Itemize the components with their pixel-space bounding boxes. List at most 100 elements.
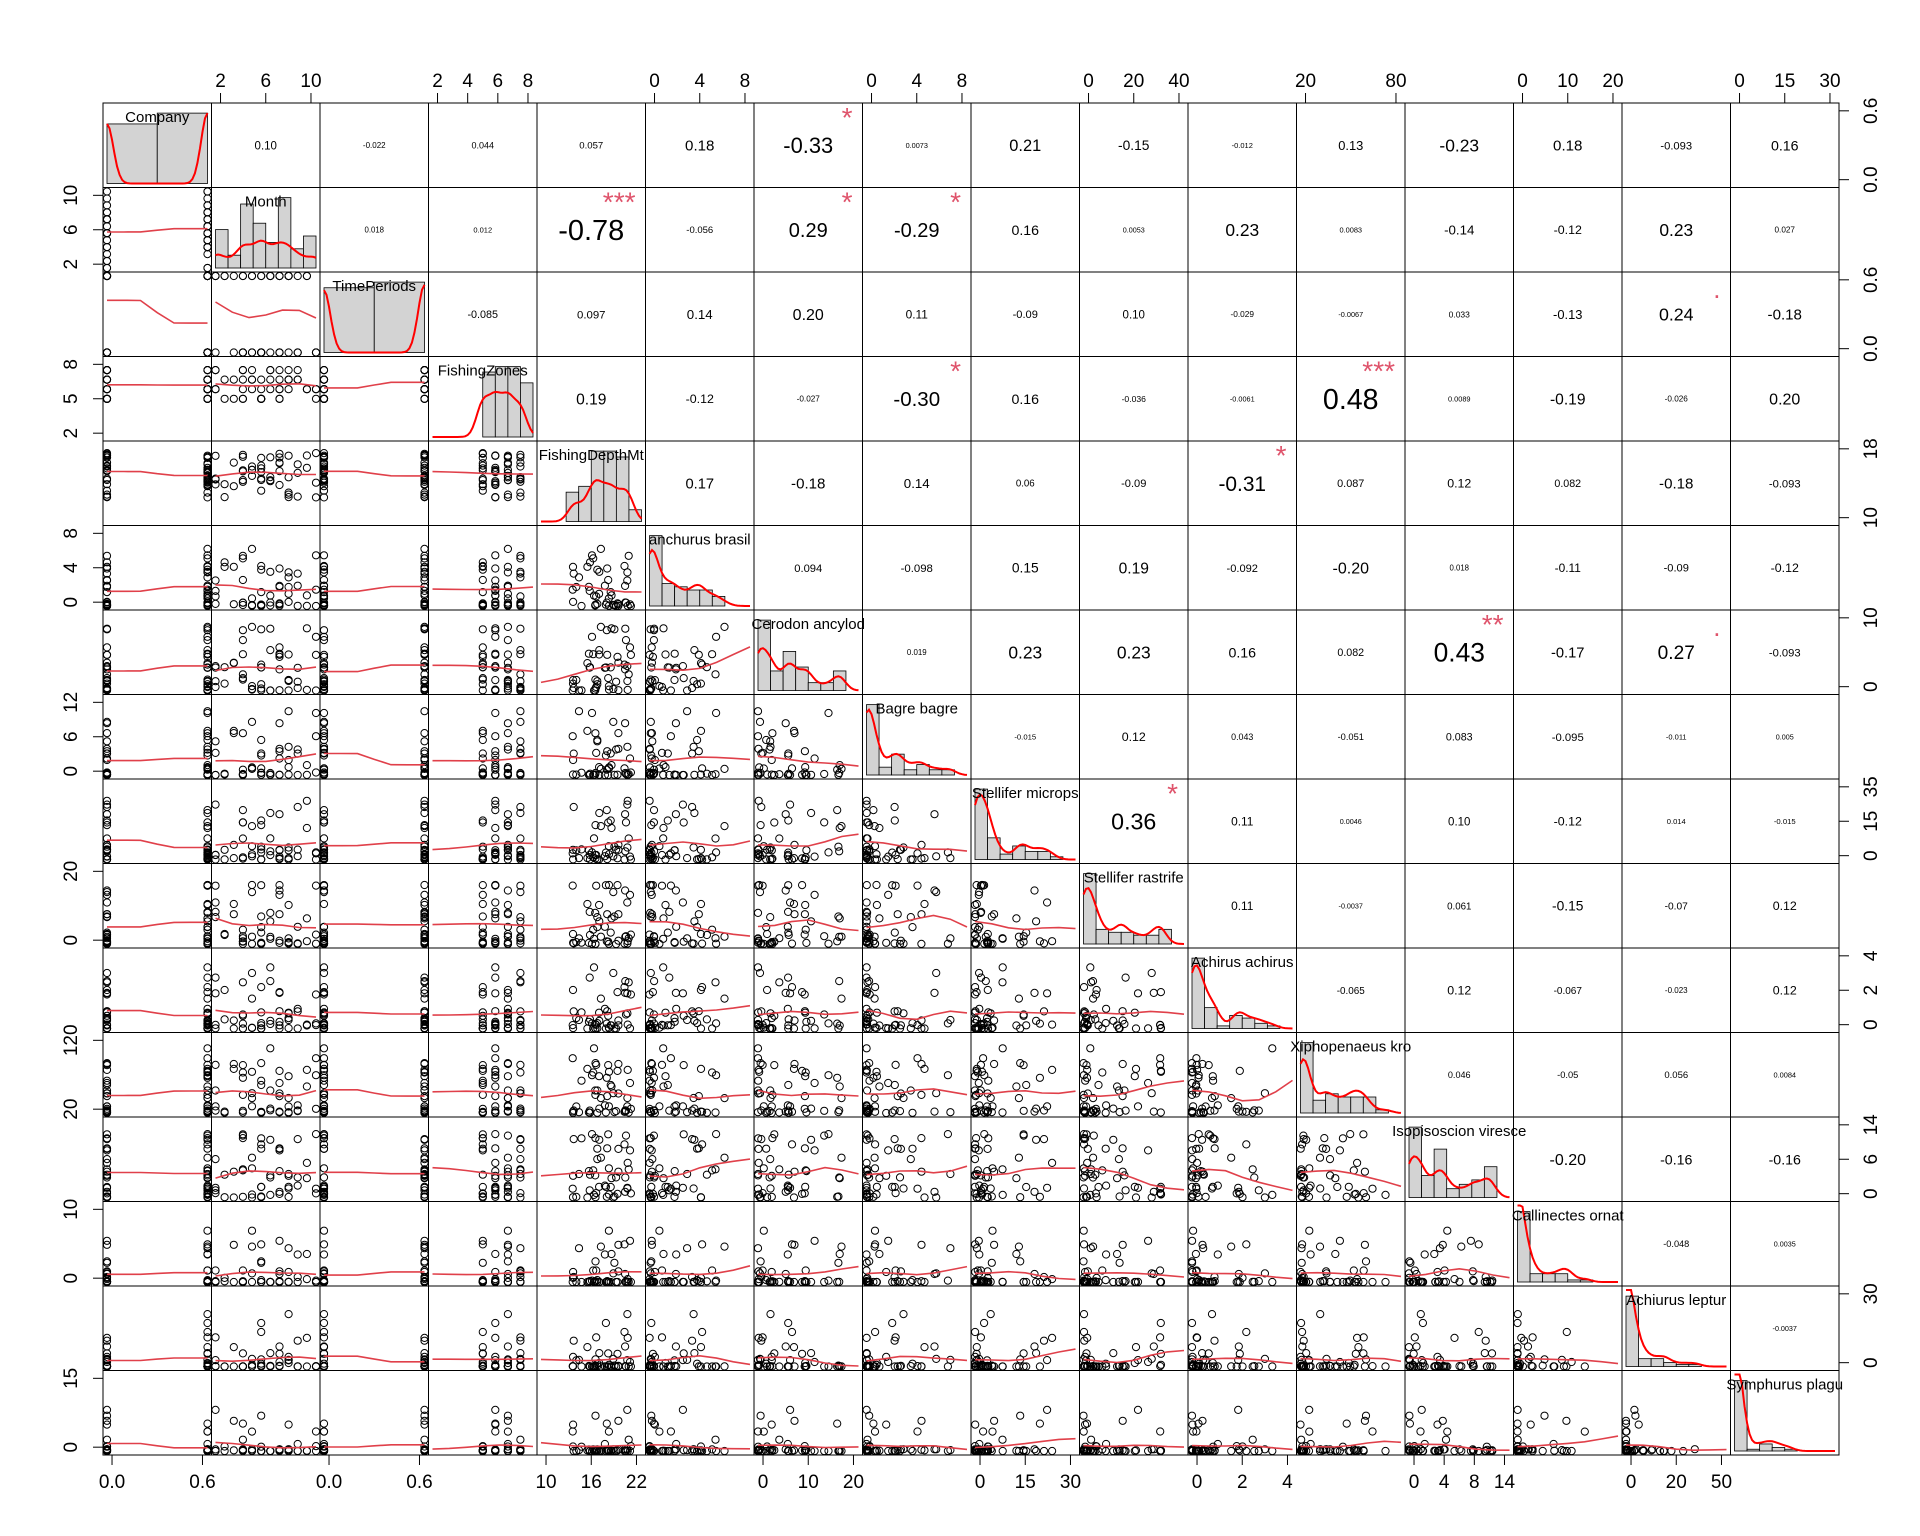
scatter-point — [872, 880, 881, 890]
scatter-point — [824, 1130, 833, 1139]
panel-r4-c4: FishingZones — [428, 356, 538, 442]
scatter-point — [293, 460, 302, 469]
scatter-point — [319, 585, 329, 594]
panel-r12-c5 — [536, 1032, 646, 1118]
scatter-point — [781, 886, 790, 895]
scatter-point — [319, 834, 329, 843]
scatter-point — [862, 898, 871, 907]
scatter-point — [585, 973, 594, 982]
scatter-point — [595, 808, 604, 818]
scatter-point — [516, 802, 525, 812]
scatter-point — [478, 453, 487, 462]
smoother-line — [215, 842, 317, 847]
scatter-point — [247, 348, 257, 357]
scatter-point — [478, 735, 487, 745]
scatter-point — [247, 465, 257, 474]
scatter-point — [203, 983, 212, 992]
scatter-point — [503, 745, 512, 754]
scatter-point — [604, 880, 614, 890]
scatter-point — [1149, 988, 1158, 998]
panel-r8-c1 — [102, 694, 212, 780]
scatter-point — [420, 729, 429, 738]
scatter-point — [284, 675, 293, 685]
scatter-point — [229, 1059, 238, 1069]
histogram-bar — [1204, 1007, 1218, 1029]
panel-frame — [970, 1032, 1080, 1118]
scatter-point — [491, 576, 500, 585]
scatter-point — [257, 735, 266, 745]
scatter-point — [670, 1167, 679, 1176]
scatter-point — [102, 665, 112, 674]
scatter-point — [478, 749, 487, 758]
scatter-point — [1191, 1249, 1201, 1259]
scatter-point — [247, 717, 257, 727]
scatter-point — [238, 650, 247, 659]
scatter-point — [784, 973, 793, 982]
scatter-point — [670, 770, 679, 779]
panel-r13-c2 — [211, 1116, 321, 1202]
panel-r14-c4 — [428, 1201, 538, 1287]
smoother-line — [324, 664, 425, 673]
scatter-point — [319, 385, 329, 394]
scatter-point — [798, 770, 807, 779]
scatter-point — [503, 810, 512, 819]
scatter-point — [503, 658, 512, 667]
histogram-bar — [265, 242, 279, 269]
scatter-point — [302, 796, 311, 805]
scatter-point — [516, 1068, 525, 1077]
scatter-point — [478, 476, 487, 485]
scatter-point — [998, 1044, 1007, 1053]
scatter-point — [591, 675, 600, 684]
scatter-point — [311, 493, 321, 502]
scatter-point — [238, 729, 247, 738]
scatter-point — [238, 675, 247, 684]
scatter-point — [284, 686, 293, 695]
scatter-point — [503, 562, 512, 572]
scatter-point — [972, 988, 981, 997]
scatter-point — [478, 486, 487, 495]
scatter-point — [884, 1078, 893, 1088]
scatter-point — [420, 385, 429, 394]
scatter-point — [659, 934, 668, 943]
scatter-point — [238, 834, 247, 843]
histogram-bar — [903, 769, 918, 776]
scatter-point — [102, 490, 112, 499]
scatter-point — [596, 1242, 606, 1251]
scatter-point — [659, 1174, 668, 1183]
scatter-point — [503, 622, 512, 632]
scatter-point — [678, 1183, 688, 1192]
scatter-point — [720, 994, 729, 1003]
scatter-point — [621, 886, 630, 895]
scatter-point — [220, 1193, 229, 1202]
scatter-point — [891, 1060, 900, 1070]
scatter-point — [754, 1144, 763, 1154]
scatter-point — [798, 881, 807, 890]
scatter-point — [302, 761, 311, 770]
scatter-point — [102, 1021, 112, 1030]
scatter-point — [670, 1192, 679, 1202]
scatter-point — [1306, 1181, 1315, 1190]
scatter-point — [247, 682, 257, 691]
scatter-point — [229, 729, 238, 738]
scatter-point — [266, 271, 275, 281]
scatter-point — [1114, 1155, 1124, 1164]
scatter-point — [659, 1082, 668, 1091]
scatter-point — [491, 1054, 500, 1063]
scatter-point — [311, 990, 321, 999]
scatter-point — [775, 1277, 784, 1286]
scatter-point — [696, 1024, 706, 1033]
scatter-point — [229, 1024, 238, 1033]
scatter-point — [787, 764, 797, 773]
scatter-point — [870, 842, 880, 851]
scatter-point — [211, 770, 220, 780]
scatter-point — [595, 770, 604, 779]
scatter-point — [491, 907, 500, 917]
smoother-line — [215, 1009, 317, 1018]
scatter-point — [266, 601, 275, 610]
scatter-point — [319, 375, 329, 384]
histogram-bar — [757, 619, 771, 691]
panel-frame — [970, 947, 1080, 1033]
scatter-point — [284, 1184, 293, 1193]
scatter-point — [970, 990, 980, 999]
scatter-point — [1109, 1104, 1118, 1113]
